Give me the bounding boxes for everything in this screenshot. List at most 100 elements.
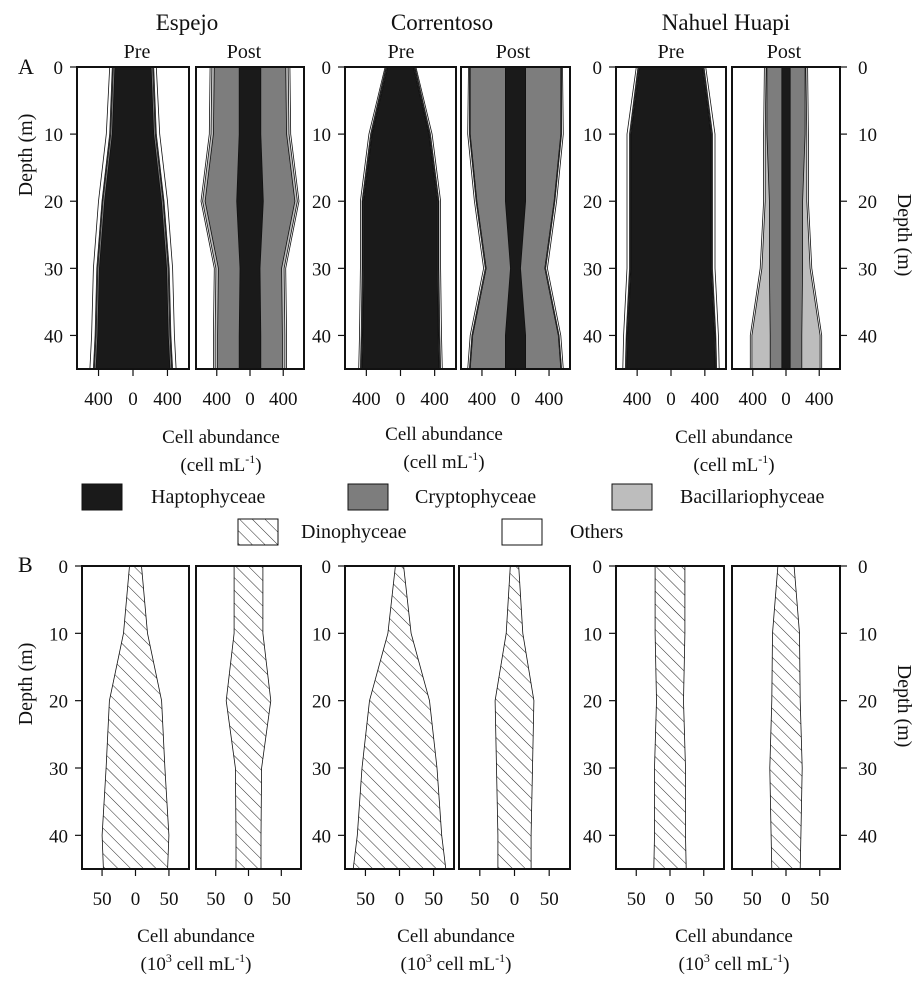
unit-open: (10	[679, 954, 704, 975]
x-tick-label: 50	[159, 889, 178, 910]
x-tick-label: 400	[352, 389, 381, 410]
depth-tick-label: 0	[59, 557, 69, 578]
depth-tick-label: 20	[49, 692, 68, 713]
x-tick-label: 0	[781, 889, 791, 910]
depth-tick-label: 30	[312, 259, 331, 280]
depth-tick-label: 0	[593, 58, 603, 79]
depth-tick-label: 40	[49, 826, 68, 847]
unit-exponent: -1	[758, 452, 768, 466]
kite-a-nahuel-huapi-pre: 400 0 400	[615, 66, 727, 410]
x-tick-label: 0	[245, 389, 255, 410]
unit-exponent: -1	[235, 951, 245, 965]
x-tick-label: 400	[805, 389, 834, 410]
x-axis-unit-a-nahuel-huapi: (cell mL-1)	[693, 452, 774, 476]
legend-label-haptophyceae: Haptophyceae	[151, 486, 266, 508]
unit-main: (cell mL	[693, 455, 758, 476]
unit-open: (10	[401, 954, 426, 975]
unit-open: (10	[141, 954, 166, 975]
kite-band-dinophyceae	[653, 565, 687, 870]
x-axis-title-a-espejo: Cell abundance	[162, 427, 280, 448]
x-tick-label: 0	[396, 389, 406, 410]
kite-a-correntoso-post: 400 0 400	[460, 66, 571, 410]
x-tick-label: 400	[468, 389, 497, 410]
depth-tick-label: 40	[583, 826, 602, 847]
x-tick-label: 50	[540, 889, 559, 910]
x-tick-label: 0	[131, 889, 141, 910]
depth-tick-label: 10	[312, 125, 331, 146]
period-label-espejo-post: Post	[227, 41, 262, 63]
kite-band-haptophyceae	[236, 66, 264, 370]
unit-close: )	[783, 954, 789, 975]
unit-exponent: -1	[468, 449, 478, 463]
legend: Haptophyceae Cryptophyceae Bacillariophy…	[81, 483, 824, 546]
x-tick-label: 0	[666, 389, 676, 410]
kite-a-correntoso-pre: 400 0 400	[344, 66, 457, 410]
kite-b-nahuel-huapi-pre: 50 0 50	[615, 565, 725, 910]
legend-label-bacillariophyceae: Bacillariophyceae	[680, 486, 824, 508]
depth-tick-label: 20	[312, 192, 331, 213]
unit-exponent-3: 3	[426, 951, 432, 965]
kite-band-dinophyceae	[769, 565, 803, 870]
depth-tick-label: 10	[583, 125, 602, 146]
x-tick-label: 0	[510, 889, 520, 910]
kite-a-nahuel-huapi-post: 400 0 400	[731, 66, 841, 410]
x-axis-title-a-correntoso: Cell abundance	[385, 424, 503, 445]
depth-tick-label: 20	[583, 692, 602, 713]
x-axis-unit-b-correntoso: (103 cell mL-1)	[401, 951, 512, 975]
depth-tick-label: 20	[44, 192, 63, 213]
depth-tick-label: 30	[583, 759, 602, 780]
x-tick-label: 400	[739, 389, 768, 410]
x-tick-label: 50	[356, 889, 375, 910]
depth-tick-label: 30	[858, 759, 877, 780]
x-tick-label: 0	[244, 889, 254, 910]
depth-tick-label: 40	[583, 326, 602, 347]
unit-main: (cell mL	[403, 452, 468, 473]
depth-tick-label: 10	[44, 125, 63, 146]
x-tick-label: 0	[128, 389, 138, 410]
depth-tick-label: 0	[54, 58, 64, 79]
x-tick-label: 50	[470, 889, 489, 910]
lake-title-espejo: Espejo	[156, 10, 219, 35]
depth-tick-label: 40	[312, 326, 331, 347]
unit-exponent: -1	[245, 452, 255, 466]
kite-a-espejo-post: 400 0 400	[195, 66, 305, 410]
x-axis-unit-a-correntoso: (cell mL-1)	[403, 449, 484, 473]
depth-tick-label: 0	[858, 58, 868, 79]
x-tick-label: 50	[272, 889, 291, 910]
x-tick-label: 400	[691, 389, 720, 410]
x-axis-title-b-nahuel-huapi: Cell abundance	[675, 926, 793, 947]
depth-tick-label: 0	[322, 557, 332, 578]
x-axis-unit-a-espejo: (cell mL-1)	[180, 452, 261, 476]
x-tick-label: 50	[424, 889, 443, 910]
panel-label-b: B	[18, 552, 33, 577]
depth-tick-label: 40	[858, 326, 877, 347]
x-tick-label: 50	[743, 889, 762, 910]
period-label-correntoso-post: Post	[496, 41, 531, 63]
x-tick-label: 400	[623, 389, 652, 410]
lake-title-correntoso: Correntoso	[391, 10, 493, 35]
x-tick-label: 0	[665, 889, 675, 910]
unit-exponent-3: 3	[704, 951, 710, 965]
x-tick-label: 50	[93, 889, 112, 910]
unit-exponent: -1	[495, 951, 505, 965]
x-axis-title-b-espejo: Cell abundance	[137, 926, 255, 947]
depth-tick-label: 20	[583, 192, 602, 213]
x-tick-label: 400	[84, 389, 113, 410]
depth-tick-label: 30	[583, 259, 602, 280]
x-tick-label: 0	[511, 389, 521, 410]
depth-tick-label: 30	[44, 259, 63, 280]
x-tick-label: 400	[535, 389, 564, 410]
period-label-nahuel-huapi-pre: Pre	[658, 41, 685, 63]
unit-close: )	[245, 954, 251, 975]
unit-close: )	[255, 455, 261, 476]
depth-tick-label: 40	[858, 826, 877, 847]
depth-tick-label: 30	[312, 759, 331, 780]
depth-tick-label: 10	[858, 624, 877, 645]
legend-label-cryptophyceae: Cryptophyceae	[415, 486, 536, 508]
kite-band-haptophyceae	[504, 66, 526, 370]
legend-label-dinophyceae: Dinophyceae	[301, 521, 407, 543]
unit-exponent-3: 3	[166, 951, 172, 965]
kite-b-correntoso-pre: 50 0 50	[344, 565, 455, 910]
depth-axis-label-a-left: Depth (m)	[15, 114, 37, 197]
